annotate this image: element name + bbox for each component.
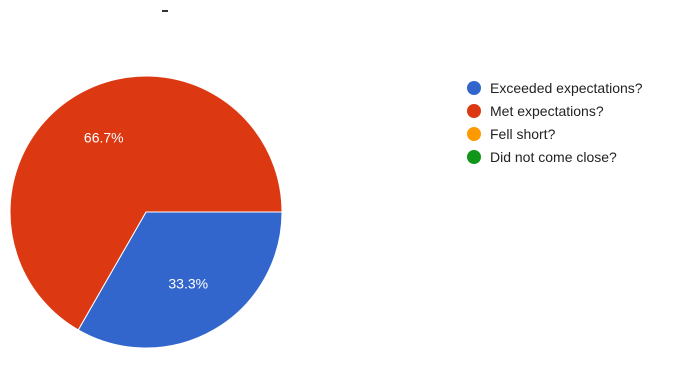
legend-swatch-did-not-come-close	[467, 149, 481, 164]
legend-swatch-exceeded	[467, 80, 481, 95]
legend-item-exceeded[interactable]: Exceeded expectations?	[467, 76, 687, 99]
legend: Exceeded expectations? Met expectations?…	[467, 76, 687, 168]
legend-label-did-not-come-close: Did not come close?	[490, 148, 617, 165]
slice-label-met: 66.7%	[84, 130, 124, 146]
slice-exceeded[interactable]	[77, 211, 283, 349]
legend-label-met: Met expectations?	[490, 102, 604, 119]
legend-item-met[interactable]: Met expectations?	[467, 99, 687, 122]
legend-label-exceeded: Exceeded expectations?	[490, 79, 643, 96]
legend-item-fell-short[interactable]: Fell short?	[467, 122, 687, 145]
legend-item-did-not-come-close[interactable]: Did not come close?	[467, 145, 687, 168]
slice-met[interactable]	[9, 75, 283, 331]
legend-swatch-fell-short	[467, 126, 481, 141]
legend-label-fell-short: Fell short?	[490, 125, 556, 142]
slice-label-exceeded: 33.3%	[168, 276, 208, 292]
legend-swatch-met	[467, 103, 481, 118]
top-mark	[162, 10, 168, 12]
